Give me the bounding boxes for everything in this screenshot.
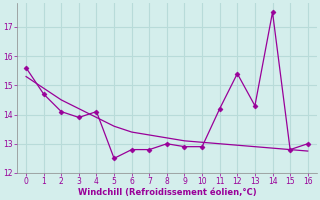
X-axis label: Windchill (Refroidissement éolien,°C): Windchill (Refroidissement éolien,°C) [77,188,256,197]
